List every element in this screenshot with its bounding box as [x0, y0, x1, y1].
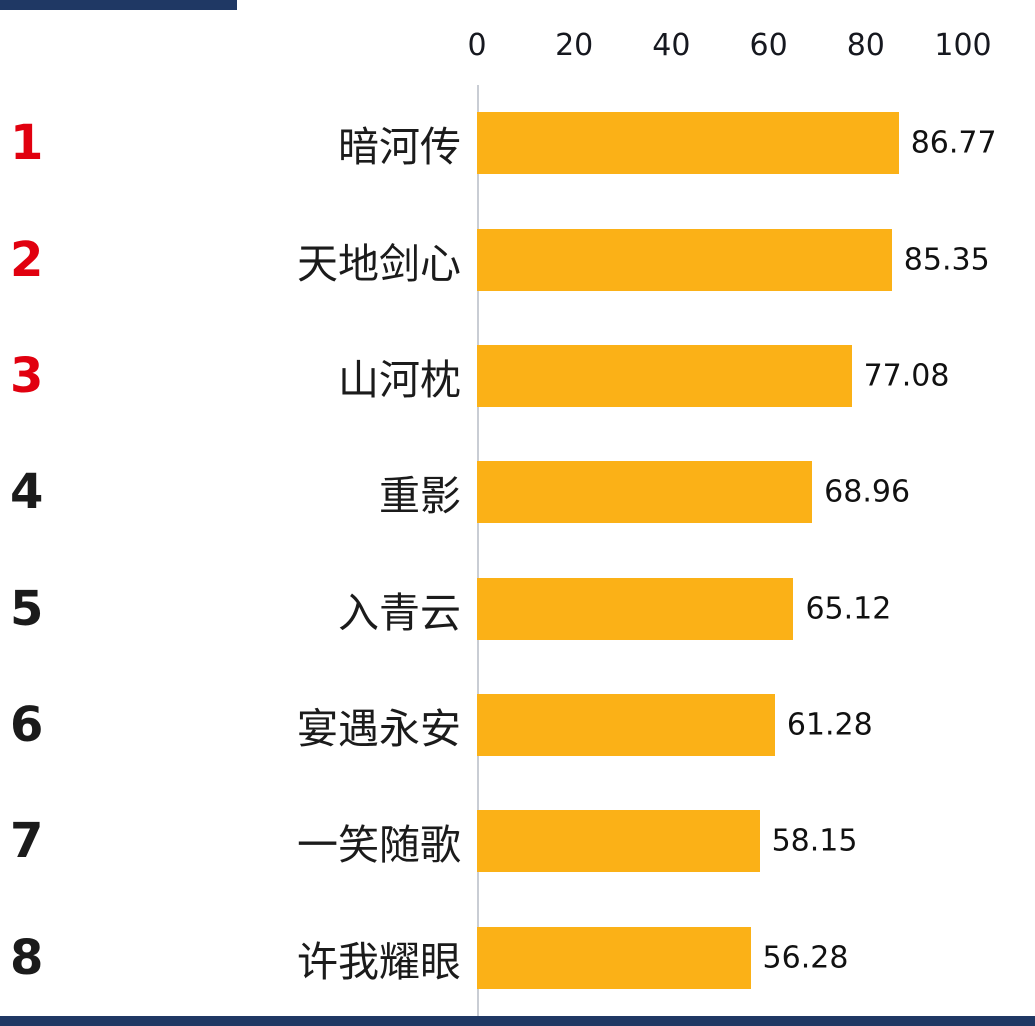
bar: [477, 461, 813, 524]
category-label: 山河枕: [338, 355, 461, 404]
chart-row: 2 天地剑心 85.35: [0, 201, 1035, 317]
rank-label: 3: [10, 347, 44, 404]
category-label: 天地剑心: [297, 239, 461, 288]
bar: [477, 577, 794, 640]
category-label: 一笑随歌: [297, 821, 461, 870]
value-label: 68.96: [824, 474, 911, 510]
chart-row: 4 重影 68.96: [0, 434, 1035, 550]
chart-row: 1 暗河传 86.77: [0, 85, 1035, 201]
x-tick-label: 20: [555, 28, 594, 63]
bar-track: 68.96: [477, 461, 963, 524]
bar-track: 85.35: [477, 228, 990, 291]
rank-label: 2: [10, 231, 44, 288]
bar: [477, 112, 899, 175]
top-left-accent-strip: [0, 0, 237, 10]
chart-row: 6 宴遇永安 61.28: [0, 667, 1035, 783]
x-tick-label: 60: [749, 28, 788, 63]
category-label: 重影: [379, 472, 461, 521]
chart-row: 7 一笑随歌 58.15: [0, 783, 1035, 899]
value-label: 85.35: [903, 242, 990, 278]
bar-track: 65.12: [477, 577, 963, 640]
category-label: 许我耀眼: [297, 937, 461, 986]
y-axis-line: [477, 85, 479, 1016]
rank-label: 7: [10, 813, 44, 870]
bar-track: 58.15: [477, 810, 963, 873]
x-tick-label: 100: [934, 28, 992, 63]
rank-label: 1: [10, 115, 44, 172]
x-axis: 0 20 40 60 80 100: [467, 28, 991, 68]
category-label: 宴遇永安: [297, 705, 461, 754]
value-label: 65.12: [805, 591, 892, 627]
bar: [477, 228, 892, 291]
category-label: 入青云: [338, 588, 461, 637]
x-tick-label: 40: [652, 28, 691, 63]
rank-label: 4: [10, 464, 44, 521]
bar: [477, 344, 852, 407]
value-label: 61.28: [786, 707, 873, 743]
value-label: 86.77: [910, 125, 997, 161]
x-tick-label: 80: [846, 28, 885, 63]
rank-label: 8: [10, 929, 44, 986]
rank-label: 5: [10, 580, 44, 637]
value-label: 58.15: [771, 823, 858, 859]
bar: [477, 694, 775, 757]
bar: [477, 810, 760, 873]
bar: [477, 926, 751, 989]
bar-track: 61.28: [477, 694, 963, 757]
bottom-accent-strip: [0, 1016, 1035, 1026]
chart-row: 8 许我耀眼 56.28: [0, 900, 1035, 1016]
bar-track: 86.77: [477, 112, 997, 175]
value-label: 56.28: [762, 940, 849, 976]
bar-track: 77.08: [477, 344, 963, 407]
value-label: 77.08: [863, 358, 950, 394]
rank-label: 6: [10, 697, 44, 754]
category-label: 暗河传: [338, 123, 461, 172]
chart-row: 5 入青云 65.12: [0, 551, 1035, 667]
chart-row: 3 山河枕 77.08: [0, 318, 1035, 434]
chart-rows: 1 暗河传 86.77 2 天地剑心 85.35 3 山河枕 77.08 4: [0, 85, 1035, 1016]
bar-track: 56.28: [477, 926, 963, 989]
x-tick-label: 0: [467, 28, 487, 63]
